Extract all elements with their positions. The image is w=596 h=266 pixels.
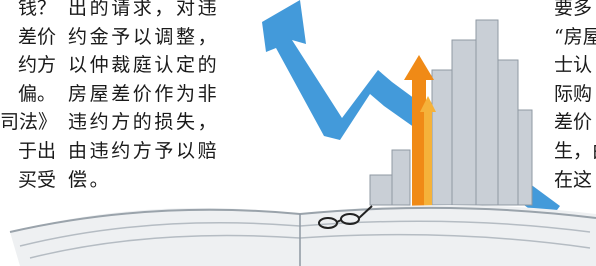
text-line: 房屋差价作为非 — [68, 80, 258, 109]
text-line: 差价 — [0, 23, 56, 52]
text-line: 士认 — [554, 51, 596, 80]
text-line: 在这 — [554, 166, 596, 195]
text-column: 钱？差价约方偏。司法》于出买受 — [0, 0, 56, 194]
text-line: 约方 — [0, 51, 56, 80]
text-line: 差价 — [554, 108, 596, 137]
page: {"columns": [ {"lines": ["钱？", "差价", "约方… — [0, 0, 596, 266]
text-line: 买受 — [0, 166, 56, 195]
text-line: 际购 — [554, 80, 596, 109]
text-line: 于出 — [0, 137, 56, 166]
text-line: 钱？ — [0, 0, 56, 23]
text-line: 由违约方予以赔 — [68, 137, 258, 166]
text-line: 司法》 — [0, 108, 56, 137]
text-line: 生，由 — [554, 137, 596, 166]
open-book — [10, 205, 596, 266]
text-line: 偿。 — [68, 166, 258, 195]
text-line: 要多 — [554, 0, 596, 23]
text-column: 出的请求，对违约金予以调整，以仲裁庭认定的房屋差价作为非违约方的损失，由违约方予… — [68, 0, 258, 194]
text-line: 以仲裁庭认定的 — [68, 51, 258, 80]
text-line: 出的请求，对违 — [68, 0, 258, 23]
text-line: 偏。 — [0, 80, 56, 109]
text-line: “房屋 — [554, 23, 596, 52]
text-line: 违约方的损失， — [68, 108, 258, 137]
text-line: 约金予以调整， — [68, 23, 258, 52]
